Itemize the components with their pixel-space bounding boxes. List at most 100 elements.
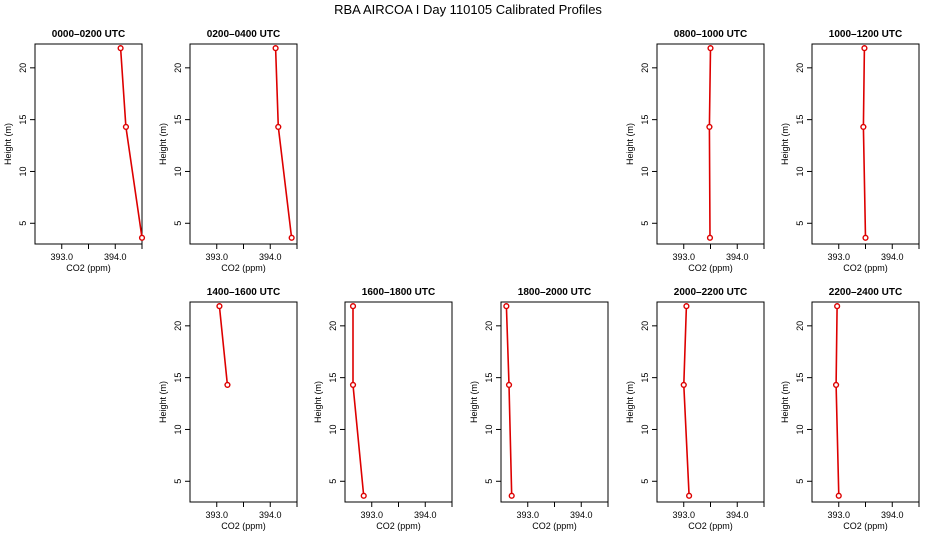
plot-frame (811, 301, 920, 503)
x-tick-label: 394.0 (104, 252, 127, 262)
data-point (832, 381, 840, 389)
y-tick-label: 10 (795, 166, 805, 176)
y-tick-label: 5 (328, 479, 338, 484)
y-tick-label: 5 (173, 479, 183, 484)
data-point (505, 381, 513, 389)
x-tick-label: 394.0 (726, 252, 749, 262)
x-axis-label: CO2 (ppm) (688, 521, 733, 531)
data-point (707, 45, 714, 52)
y-tick-label: 5 (640, 221, 650, 226)
data-point (275, 123, 282, 131)
panel-title: 0800–1000 UTC (674, 29, 747, 40)
data-point (508, 492, 515, 499)
y-axis-label: Height (m) (780, 381, 790, 423)
panel-title: 0200–0400 UTC (207, 29, 280, 40)
x-axis-label: CO2 (ppm) (221, 263, 266, 273)
data-point (349, 303, 357, 310)
x-tick-label: 393.0 (360, 510, 383, 520)
profile-line (682, 306, 690, 496)
x-tick-label: 393.0 (672, 252, 695, 262)
x-axis-label: CO2 (ppm) (843, 263, 888, 273)
y-tick-label: 20 (640, 321, 650, 331)
y-tick-label: 20 (18, 63, 28, 73)
profile-line (119, 48, 143, 238)
y-tick-label: 10 (173, 424, 183, 434)
x-tick-label: 394.0 (726, 510, 749, 520)
x-axis-label: CO2 (ppm) (532, 521, 577, 531)
page-title: RBA AIRCOA I Day 110105 Calibrated Profi… (334, 2, 602, 17)
panel-title: 0000–0200 UTC (52, 29, 125, 40)
data-point (683, 303, 690, 310)
data-point (706, 234, 714, 241)
data-point (680, 381, 687, 389)
y-tick-label: 15 (173, 373, 183, 383)
x-axis-label: CO2 (ppm) (688, 263, 733, 273)
x-tick-label: 394.0 (414, 510, 437, 520)
data-point (117, 45, 124, 52)
panel-title: 2000–2200 UTC (674, 287, 747, 298)
profile-line (708, 48, 712, 238)
data-point (503, 303, 510, 310)
panel-title: 1400–1600 UTC (207, 287, 280, 298)
y-tick-label: 10 (484, 424, 494, 434)
data-point (861, 45, 868, 52)
y-tick-label: 5 (173, 221, 183, 226)
x-tick-label: 394.0 (570, 510, 593, 520)
y-tick-label: 20 (640, 63, 650, 73)
y-tick-label: 20 (173, 63, 183, 73)
x-tick-label: 394.0 (259, 252, 282, 262)
data-point (272, 45, 279, 52)
x-tick-label: 394.0 (881, 510, 904, 520)
y-tick-label: 10 (795, 424, 805, 434)
plot-frame (34, 43, 143, 245)
y-axis-label: Height (m) (625, 123, 635, 165)
panel-title: 1000–1200 UTC (829, 29, 902, 40)
y-tick-label: 5 (484, 479, 494, 484)
x-tick-label: 393.0 (516, 510, 539, 520)
y-tick-label: 20 (173, 321, 183, 331)
profile-line (274, 48, 293, 238)
data-point (224, 381, 231, 389)
data-point (834, 303, 841, 310)
profile-line (505, 306, 513, 496)
y-tick-label: 15 (18, 115, 28, 125)
y-axis-label: Height (m) (780, 123, 790, 165)
panel-title: 2200–2400 UTC (829, 287, 902, 298)
y-tick-label: 20 (328, 321, 338, 331)
x-axis-label: CO2 (ppm) (376, 521, 421, 531)
x-axis-label: CO2 (ppm) (843, 521, 888, 531)
x-tick-label: 393.0 (827, 252, 850, 262)
y-tick-label: 15 (795, 115, 805, 125)
y-tick-label: 5 (18, 221, 28, 226)
profile-line (862, 48, 867, 238)
data-point (288, 234, 295, 241)
plot-frame (656, 301, 765, 503)
plot-frame (189, 301, 298, 503)
y-axis-label: Height (m) (3, 123, 13, 165)
profile-line (218, 306, 229, 385)
y-tick-label: 5 (640, 479, 650, 484)
y-tick-label: 20 (795, 321, 805, 331)
y-tick-label: 20 (795, 63, 805, 73)
y-axis-label: Height (m) (158, 381, 168, 423)
x-axis-label: CO2 (ppm) (221, 521, 266, 531)
y-axis-label: Height (m) (158, 123, 168, 165)
data-point (349, 381, 357, 389)
y-tick-label: 15 (640, 373, 650, 383)
y-tick-label: 5 (795, 221, 805, 226)
y-tick-label: 10 (173, 166, 183, 176)
x-tick-label: 393.0 (50, 252, 73, 262)
profile-line (835, 306, 840, 496)
data-point (360, 492, 367, 499)
data-point (862, 234, 869, 241)
x-tick-label: 394.0 (881, 252, 904, 262)
data-point (138, 234, 146, 241)
y-tick-label: 10 (18, 166, 28, 176)
